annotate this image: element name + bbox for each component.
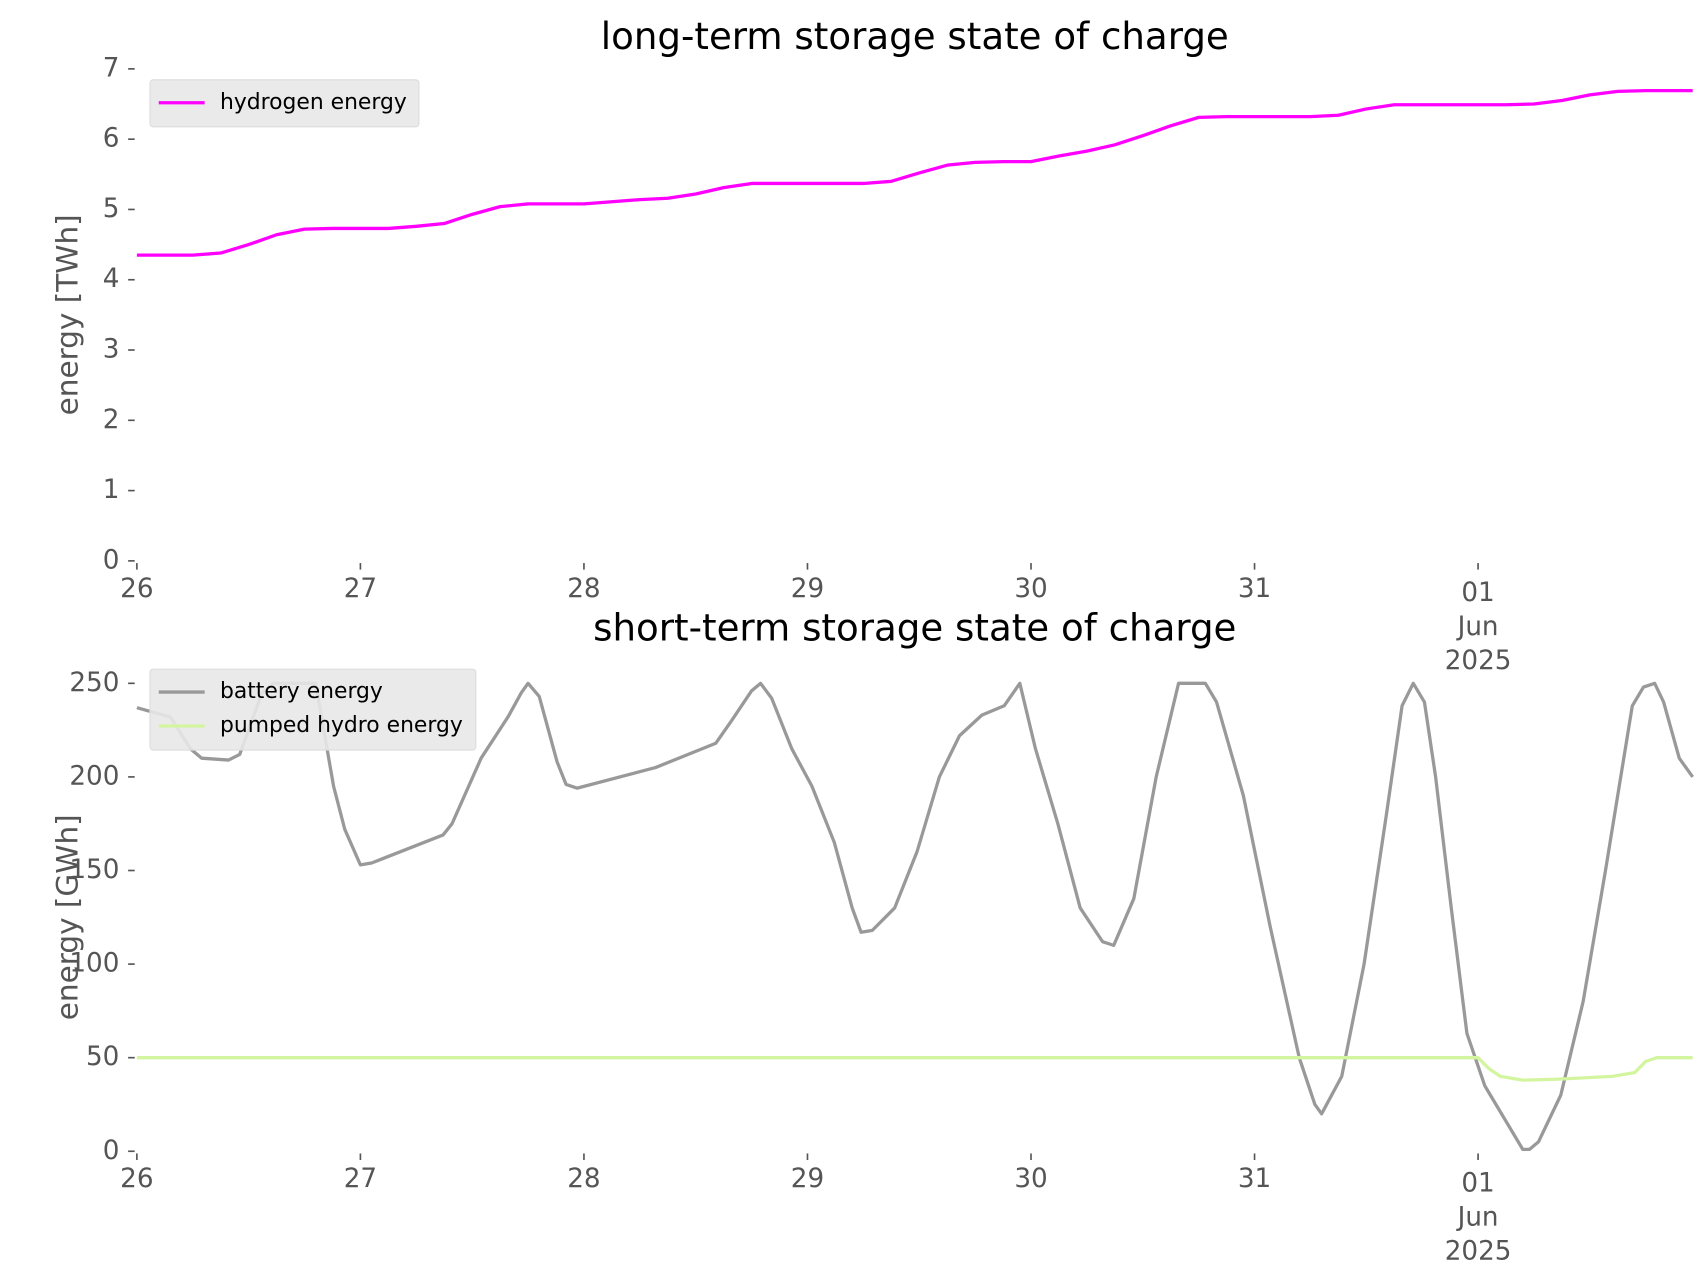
x-tick-label: 30 (1014, 1164, 1047, 1194)
chart-title: long-term storage state of charge (601, 14, 1229, 58)
y-tick-label: 200 (69, 761, 119, 791)
x-tick-label: Jun (1456, 1202, 1499, 1232)
series-line (136, 89, 1693, 257)
y-tick-label: 50 (86, 1042, 119, 1072)
x-tick-label: 27 (344, 574, 377, 604)
y-tick-label: 0 (103, 545, 120, 575)
x-tick-label: 28 (567, 1164, 600, 1194)
x-tick-label: 31 (1238, 574, 1271, 604)
y-tick-label: 3 (103, 335, 120, 365)
x-tick-label: Jun (1456, 612, 1499, 642)
legend-box (149, 668, 477, 751)
series-line (136, 681, 1695, 1152)
chart-title: short-term storage state of charge (593, 605, 1236, 649)
y-tick-label: 7 (103, 53, 120, 83)
y-tick-label: 100 (69, 949, 119, 979)
x-tick-label: 30 (1014, 574, 1047, 604)
x-tick-label: 29 (791, 574, 824, 604)
x-tick-label: 26 (120, 574, 153, 604)
x-tick-label: 01 (1461, 578, 1494, 608)
y-tick-label: 150 (69, 855, 119, 885)
x-tick-label: 29 (791, 1164, 824, 1194)
legend-label: battery energy (220, 679, 383, 704)
x-tick-label: 2025 (1445, 646, 1512, 676)
y-tick-label: 0 (103, 1136, 120, 1166)
y-axis-label: energy [GWh] (51, 814, 85, 1020)
y-tick-label: 1 (103, 475, 120, 505)
series-line (136, 1056, 1693, 1082)
y-tick-label: 5 (103, 194, 120, 224)
x-tick-label: 27 (344, 1164, 377, 1194)
legend-box (149, 79, 420, 128)
y-tick-label: 2 (103, 405, 120, 435)
x-tick-label: 01 (1461, 1169, 1494, 1199)
x-tick-label: 31 (1238, 1164, 1271, 1194)
y-axis-label: energy [TWh] (51, 214, 85, 415)
x-tick-label: 2025 (1445, 1236, 1512, 1266)
legend-label: pumped hydro energy (220, 713, 463, 738)
y-tick-label: 6 (103, 124, 120, 154)
x-tick-label: 28 (567, 574, 600, 604)
y-tick-label: 4 (103, 264, 120, 294)
y-tick-label: 250 (69, 668, 119, 698)
legend-label: hydrogen energy (220, 90, 407, 115)
x-tick-label: 26 (120, 1164, 153, 1194)
